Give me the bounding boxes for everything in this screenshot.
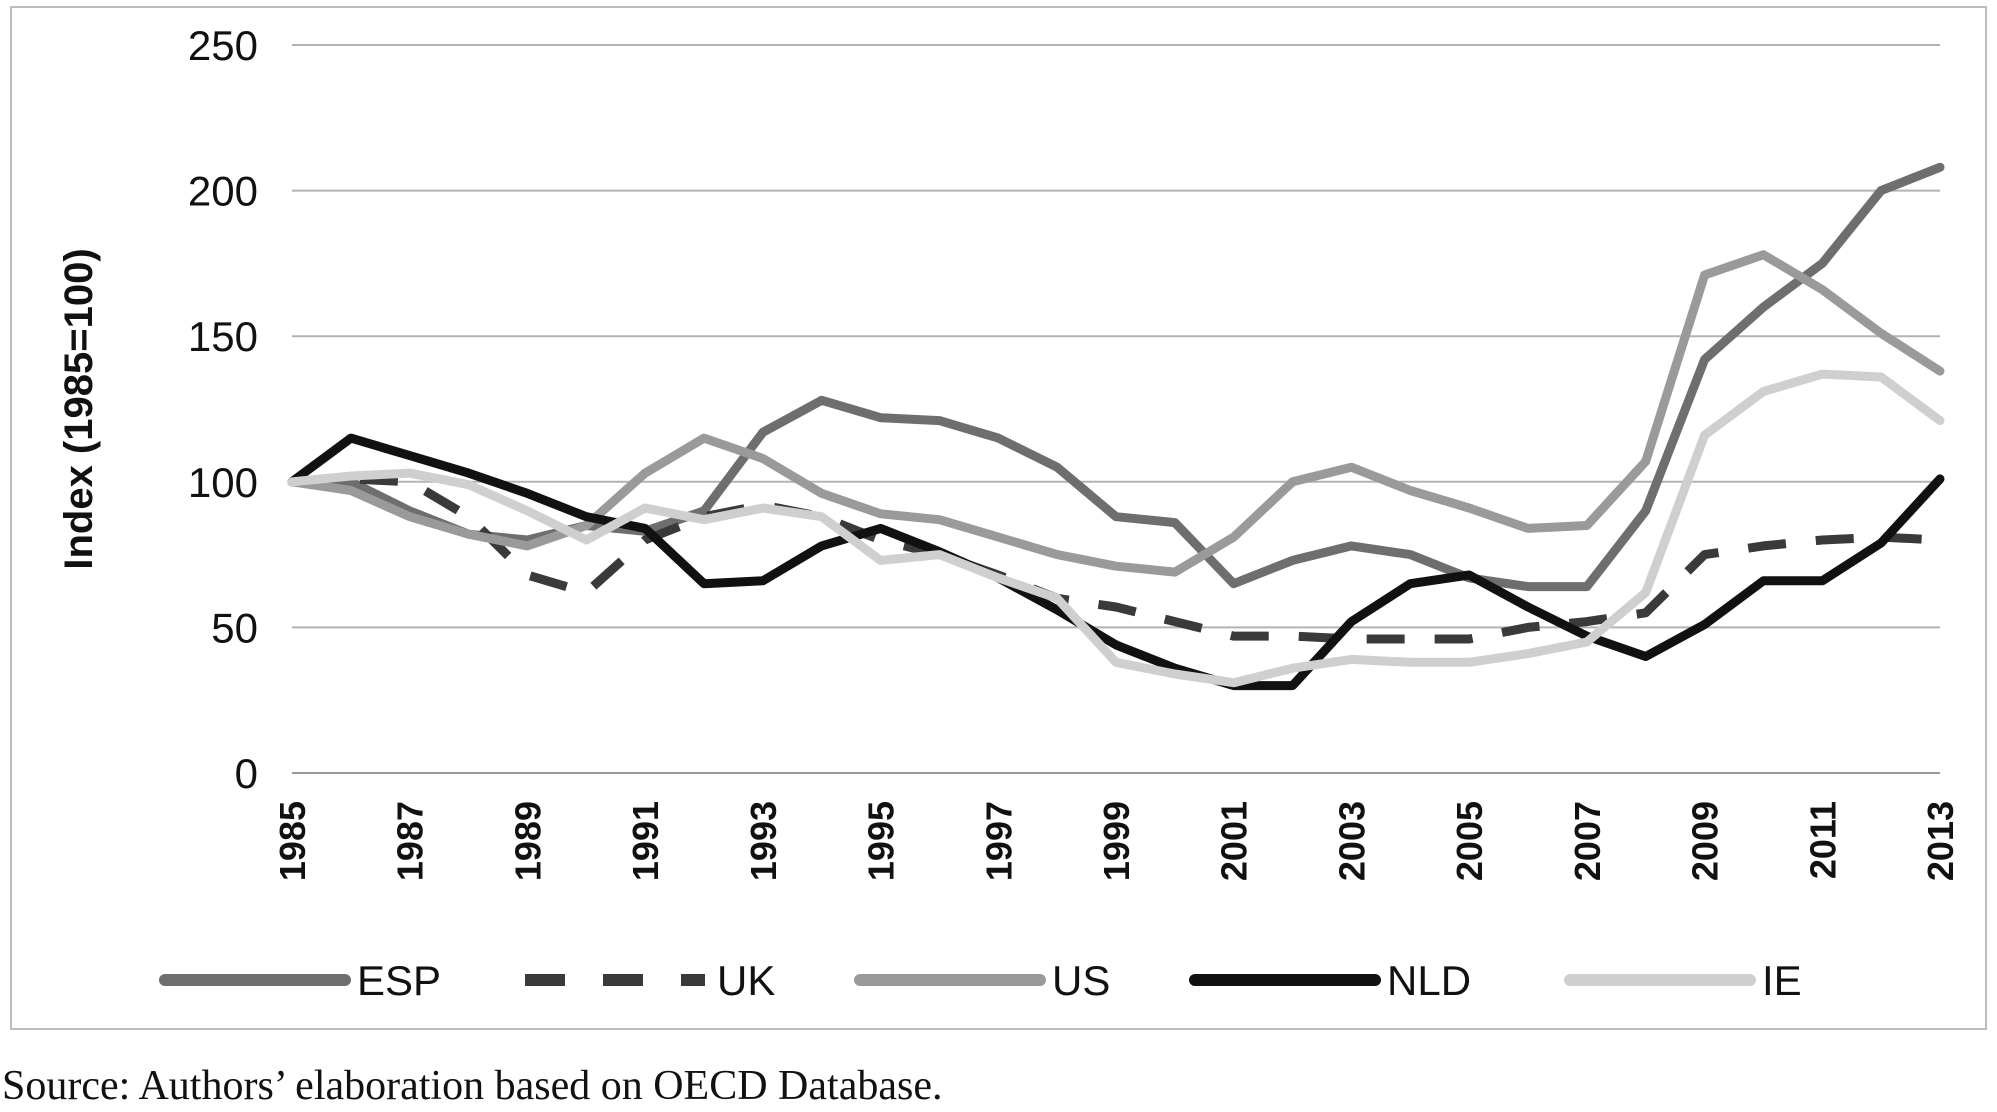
x-tick-label: 2001 [1214, 801, 1255, 881]
y-tick-label: 50 [211, 604, 258, 651]
legend: ESP UK US NLD IE [159, 957, 1802, 1004]
y-tick-label: 100 [188, 459, 258, 506]
grid-lines [292, 44, 1940, 629]
chart-frame [10, 6, 1987, 1030]
y-axis-label: Index (1985=100) [57, 248, 101, 569]
source-note: Source: Authors’ elaboration based on OE… [2, 1063, 943, 1109]
y-tick-label: 200 [188, 168, 258, 215]
legend-label-nld: NLD [1387, 957, 1471, 1004]
x-tick-label: 1993 [743, 801, 784, 881]
legend-label-uk: UK [717, 957, 775, 1004]
series-line-us [287, 250, 1945, 577]
x-tick-label: 2013 [1920, 801, 1961, 881]
series-line-uk [291, 474, 1941, 644]
x-tick-label: 1985 [272, 801, 313, 881]
x-tick-label: 2005 [1449, 801, 1490, 881]
x-tick-label: 2003 [1331, 801, 1372, 881]
x-tick-label: 2011 [1802, 801, 1843, 879]
x-tick-label: 1997 [978, 801, 1019, 881]
line-chart: 0 50 100 150 200 250 1985 1987 1989 1991 1993 1995… [57, 22, 1961, 1004]
y-tick-label: 0 [235, 750, 258, 797]
series-line-esp [287, 162, 1945, 592]
x-tick-label: 1999 [1096, 801, 1137, 881]
y-tick-label: 250 [188, 22, 258, 69]
x-tick-label: 1987 [390, 801, 431, 881]
series-line-ie [287, 369, 1945, 688]
legend-label-ie: IE [1762, 957, 1802, 1004]
y-tick-labels: 0 50 100 150 200 250 [188, 22, 258, 797]
legend-label-us: US [1052, 957, 1110, 1004]
series-lines [287, 162, 1945, 691]
x-tick-label: 1989 [507, 801, 548, 881]
x-tick-label: 2007 [1567, 801, 1608, 881]
x-tick-label: 1995 [861, 801, 902, 881]
legend-label-esp: ESP [357, 957, 441, 1004]
y-tick-label: 150 [188, 313, 258, 360]
series-line-nld [287, 433, 1945, 691]
x-tick-label: 2009 [1685, 801, 1726, 881]
x-tick-label: 1991 [625, 801, 666, 881]
x-tick-labels: 1985 1987 1989 1991 1993 1995 1997 1999 2001 2003… [272, 801, 1961, 881]
